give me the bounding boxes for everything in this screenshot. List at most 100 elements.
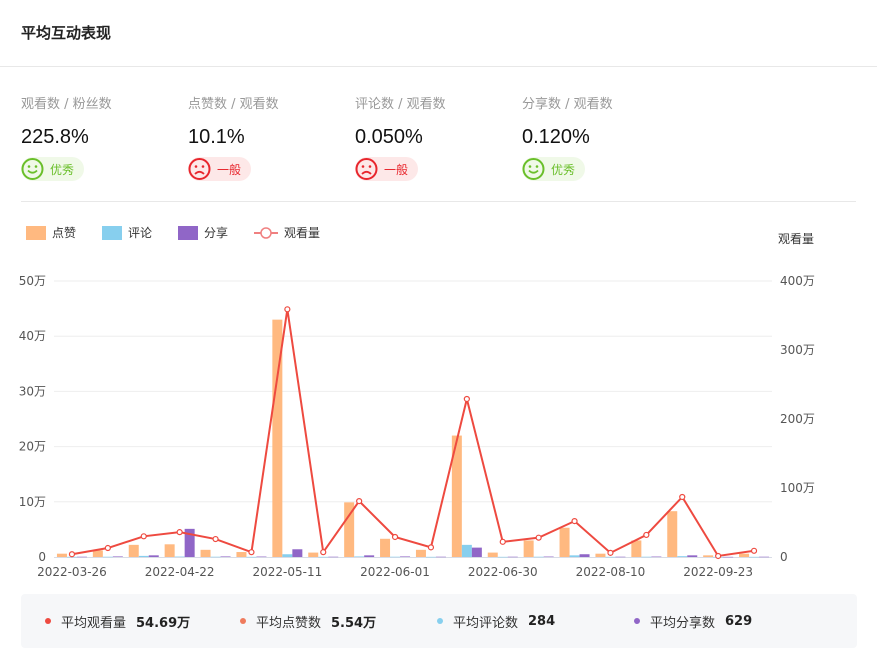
views-point [643, 531, 650, 539]
summary-value: 629 [725, 613, 753, 629]
views-point [248, 549, 255, 556]
bar-shares [292, 549, 303, 557]
legend-likes[interactable]: 点赞 [26, 224, 76, 241]
bar-comments [282, 554, 293, 557]
x-tick-label: 2022-06-01 [360, 565, 430, 579]
bar-likes [415, 549, 426, 557]
summary-avg-comments: 平均评论数 284 [437, 612, 555, 631]
x-tick-label: 2022-04-22 [145, 565, 215, 579]
views-point [284, 306, 291, 313]
summary-value: 54.69万 [136, 615, 191, 631]
legend-label: 点赞 [52, 226, 77, 240]
bar-likes [128, 544, 139, 557]
legend-shares[interactable]: 分享 [178, 224, 228, 241]
smile-icon [522, 158, 545, 180]
bar-likes [272, 319, 283, 557]
bar-shares [687, 555, 698, 557]
summary-label: 平均点赞数 [256, 615, 322, 631]
bar-shares [471, 547, 482, 557]
bar-likes [523, 540, 534, 557]
bar-likes [380, 538, 391, 557]
views-point [68, 551, 76, 558]
y-right-tick-label: 100万 [780, 481, 815, 495]
interaction-chart: 0 10万 20万 30万 40万 50万 0 100万 200万 300万 400万 2022-03… [19, 274, 815, 579]
right-axis-title: 观看量 [778, 232, 815, 246]
bar-shares [220, 556, 231, 557]
bar-comments [174, 556, 185, 558]
summary-avg-views: 平均观看量 54.69万 [45, 612, 190, 631]
bar-comments [533, 556, 544, 558]
page-title: 平均互动表现 [21, 24, 112, 42]
bar-likes [487, 552, 498, 557]
metric-label: 评论数 / 观看数 [355, 97, 446, 112]
bar-comments [605, 556, 616, 558]
y-left-tick-label: 10万 [19, 495, 46, 509]
rating-badge: 优秀 [21, 157, 85, 181]
bar-comments [641, 556, 652, 558]
dot-icon [45, 618, 51, 624]
bar-comments [425, 556, 436, 558]
bar-likes [451, 435, 462, 557]
views-point [176, 529, 183, 536]
summary-label: 平均观看量 [61, 615, 127, 631]
views-point [356, 498, 363, 505]
legend-views[interactable]: 观看量 [254, 224, 320, 241]
x-tick-label: 2022-05-11 [252, 565, 322, 579]
rating-label: 一般 [384, 162, 409, 177]
rating-label: 一般 [217, 162, 242, 177]
bar-likes [631, 540, 642, 557]
bar-shares [184, 528, 195, 557]
divider [21, 201, 856, 202]
bar-shares [651, 556, 662, 558]
views-line [71, 309, 755, 558]
bar-comments [246, 556, 257, 558]
bar-comments [138, 555, 149, 557]
bar-shares [723, 556, 734, 558]
y-left-tick-label: 40万 [19, 329, 46, 343]
views-point [463, 395, 470, 403]
bar-likes [164, 544, 175, 557]
rating-label: 优秀 [50, 162, 75, 177]
frown-icon [188, 158, 211, 180]
bar-shares [579, 554, 590, 557]
legend-comments[interactable]: 评论 [102, 224, 152, 241]
rating-badge: 优秀 [522, 157, 586, 181]
views-point [679, 493, 686, 501]
y-right-tick-label: 400万 [780, 274, 815, 288]
bar-comments [569, 555, 580, 557]
dot-icon [634, 618, 640, 624]
bar-likes [344, 502, 355, 557]
bar-comments [354, 556, 365, 557]
views-point [104, 544, 111, 552]
views-point [715, 552, 722, 560]
bar-likes [236, 552, 247, 557]
bar-likes [92, 550, 103, 557]
x-tick-label: 2022-03-26 [37, 565, 107, 579]
bar-shares [615, 556, 626, 558]
views-point [391, 533, 399, 541]
bar-likes [595, 553, 606, 557]
x-tick-label: 2022-09-23 [683, 565, 753, 579]
likes-swatch [26, 225, 46, 240]
views-point [427, 544, 435, 551]
y-left-tick-label: 0 [38, 550, 46, 564]
summary-value: 284 [528, 613, 556, 629]
bar-shares [148, 555, 159, 557]
y-right-tick-label: 0 [780, 550, 788, 564]
rating-label: 优秀 [551, 162, 576, 177]
summary-avg-likes: 平均点赞数 5.54万 [240, 612, 376, 631]
frown-icon [355, 158, 378, 180]
rating-badge: 一般 [188, 157, 252, 181]
bar-likes [559, 527, 570, 557]
summary-value: 5.54万 [331, 615, 377, 631]
divider [0, 66, 877, 67]
metric-card: 分享数 / 观看数 0.120% 优秀 [522, 93, 682, 185]
smile-icon [21, 158, 44, 180]
bar-shares [112, 556, 123, 557]
metric-value: 0.120% [522, 126, 590, 148]
x-tick-label: 2022-08-10 [576, 565, 646, 579]
bar-likes [703, 555, 714, 557]
y-left-tick-label: 30万 [19, 384, 46, 398]
metric-value: 225.8% [21, 126, 89, 148]
bar-likes [739, 553, 750, 557]
